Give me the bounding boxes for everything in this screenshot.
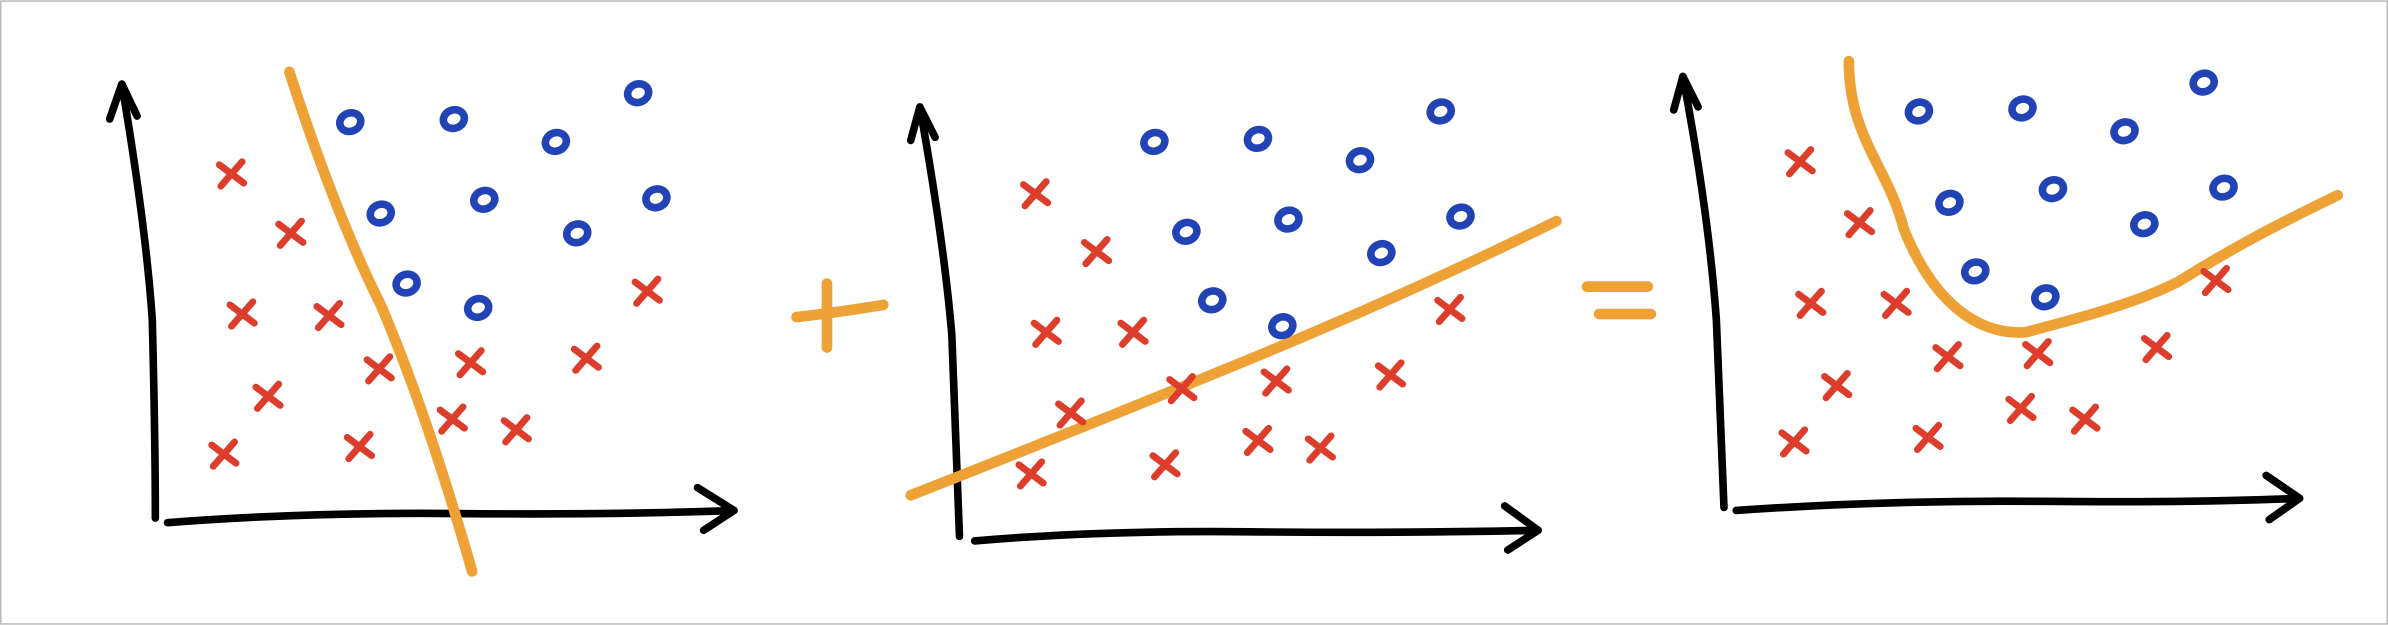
cross-point [1795, 287, 1827, 319]
circle-point [2209, 174, 2238, 201]
circle-point [642, 185, 671, 212]
cross-point [363, 353, 395, 385]
circle-point [2110, 118, 2139, 145]
circle-point [2008, 95, 2037, 122]
cross-point [1260, 365, 1292, 397]
cross-point [1020, 178, 1052, 210]
cross-point [1880, 287, 1912, 319]
cross-point [2140, 331, 2173, 364]
x-axis [970, 502, 1542, 554]
cross-point [2069, 403, 2101, 435]
cross-point [208, 438, 240, 470]
circle-point [541, 128, 571, 156]
cross-point [1434, 293, 1466, 326]
circle-point [439, 105, 469, 133]
circle-point [335, 108, 365, 136]
circle-point [392, 270, 421, 297]
circle-point [562, 220, 592, 247]
circle-point [1172, 218, 1201, 245]
y-axis [105, 80, 160, 522]
circle-point [1960, 258, 1990, 285]
circle-point [463, 294, 493, 322]
circle-point [1243, 125, 1273, 153]
y-axis [1669, 72, 1728, 512]
circle-point [1345, 147, 1375, 174]
cross-point [570, 342, 602, 374]
circle-point [1446, 203, 1475, 230]
cross-point [2005, 392, 2037, 425]
linear-boundary [284, 66, 478, 577]
circle-point [2189, 69, 2219, 96]
cross-point [1117, 316, 1149, 348]
plus-sign [791, 278, 889, 353]
cross-point [631, 275, 663, 307]
cross-point [2200, 264, 2232, 297]
circle-point [1904, 98, 1934, 125]
cross-point [436, 403, 468, 435]
circle-point [1197, 287, 1227, 314]
circle-point [623, 80, 653, 107]
circle-point [1935, 189, 1964, 216]
x-axis [1732, 471, 2304, 524]
circle-point [1274, 206, 1303, 233]
circle-point [469, 186, 499, 213]
cross-point [1821, 369, 1853, 402]
circle-point [1140, 128, 1169, 156]
cross-point [1843, 207, 1876, 239]
equals-sign [1581, 281, 1657, 320]
cross-point [1932, 341, 1964, 373]
cross-point [1784, 146, 1816, 178]
circle-point [2038, 176, 2068, 203]
cross-point [1149, 449, 1181, 481]
cross-point [215, 158, 248, 190]
cross-point [275, 217, 307, 249]
cross-point [454, 347, 487, 379]
cross-point [1055, 397, 1087, 429]
linear-boundary [905, 215, 1562, 501]
circle-point [1426, 98, 1456, 125]
circle-point [2031, 284, 2060, 311]
cross-point [1374, 359, 1407, 391]
cross-point [313, 299, 345, 332]
cross-point [2022, 338, 2054, 370]
cross-point [1030, 316, 1062, 348]
cross-point [1166, 373, 1198, 405]
cross-point [1242, 424, 1274, 457]
circle-point [2130, 211, 2159, 238]
cross-point [1778, 426, 1810, 458]
cross-point [343, 430, 376, 463]
cross-point [1304, 432, 1337, 464]
cross-point [1015, 458, 1047, 490]
circle-point [366, 200, 396, 227]
circle-point [1268, 313, 1297, 340]
cross-point [500, 414, 532, 446]
cross-point [1080, 235, 1113, 268]
circle-point [1367, 239, 1396, 267]
cross-point [252, 380, 284, 412]
cross-point [226, 298, 258, 330]
cross-point [1912, 421, 1944, 453]
combined-boundary [1843, 55, 2344, 338]
